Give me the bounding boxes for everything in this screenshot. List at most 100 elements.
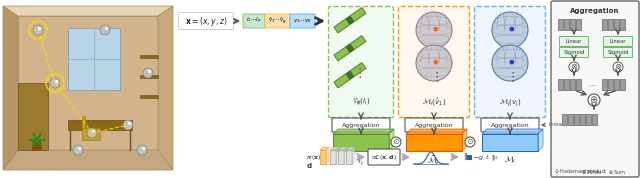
Polygon shape xyxy=(389,129,394,151)
Circle shape xyxy=(123,120,133,130)
Polygon shape xyxy=(344,147,347,164)
Circle shape xyxy=(105,27,108,30)
FancyBboxPatch shape xyxy=(559,36,589,46)
Bar xyxy=(602,19,607,30)
FancyBboxPatch shape xyxy=(290,14,315,28)
Text: $\otimes$ Times: $\otimes$ Times xyxy=(581,168,603,176)
Polygon shape xyxy=(18,16,158,150)
Circle shape xyxy=(569,62,579,72)
Text: $\mathcal{M}_l$: $\mathcal{M}_l$ xyxy=(504,155,516,166)
FancyBboxPatch shape xyxy=(265,14,290,28)
Text: $\odot$: $\odot$ xyxy=(392,137,400,146)
Text: Aggregation: Aggregation xyxy=(491,122,529,127)
Circle shape xyxy=(391,137,401,147)
Bar xyxy=(140,95,158,98)
Text: Sigmoid: Sigmoid xyxy=(563,50,585,55)
Circle shape xyxy=(492,12,528,48)
Polygon shape xyxy=(334,8,366,33)
Polygon shape xyxy=(338,147,347,150)
Bar xyxy=(620,19,625,30)
Polygon shape xyxy=(3,6,18,170)
Polygon shape xyxy=(352,147,355,164)
Bar xyxy=(620,79,625,90)
Circle shape xyxy=(465,137,475,147)
Circle shape xyxy=(87,128,97,138)
FancyBboxPatch shape xyxy=(474,7,545,117)
Polygon shape xyxy=(462,129,467,151)
Polygon shape xyxy=(346,44,355,53)
Polygon shape xyxy=(82,128,100,140)
Bar xyxy=(140,75,158,78)
Polygon shape xyxy=(3,150,173,170)
Text: Aggregation: Aggregation xyxy=(570,8,620,14)
Text: $v_1{\cdots}v_K$: $v_1{\cdots}v_K$ xyxy=(292,17,312,25)
Text: $\vdots$: $\vdots$ xyxy=(429,70,438,84)
Text: $\bar{\mathcal{M}}_r$: $\bar{\mathcal{M}}_r$ xyxy=(428,155,441,168)
Polygon shape xyxy=(538,129,543,151)
Text: $\|$: $\|$ xyxy=(463,151,468,163)
Circle shape xyxy=(55,80,58,83)
Circle shape xyxy=(588,94,600,106)
FancyBboxPatch shape xyxy=(328,7,394,117)
Circle shape xyxy=(509,60,514,64)
Bar xyxy=(570,79,575,90)
Polygon shape xyxy=(18,83,48,150)
Polygon shape xyxy=(346,150,352,164)
Text: $\vdots$: $\vdots$ xyxy=(353,66,362,80)
Text: $\mathcal{M}_j(v_j)$: $\mathcal{M}_j(v_j)$ xyxy=(499,97,521,109)
Bar xyxy=(602,79,607,90)
Bar xyxy=(592,114,597,125)
Text: $\hat{v}_1{\cdots}\hat{v}_g$: $\hat{v}_1{\cdots}\hat{v}_g$ xyxy=(268,15,287,27)
Polygon shape xyxy=(320,147,329,150)
Circle shape xyxy=(433,60,438,64)
Text: $\bar{\mathcal{V}}_r$: $\bar{\mathcal{V}}_r$ xyxy=(356,155,365,168)
Bar xyxy=(68,28,120,90)
Text: Sigmoid: Sigmoid xyxy=(607,50,628,55)
Bar xyxy=(614,79,619,90)
Bar xyxy=(140,55,158,58)
FancyBboxPatch shape xyxy=(481,118,539,132)
Polygon shape xyxy=(3,6,173,16)
Bar xyxy=(558,19,563,30)
Polygon shape xyxy=(82,116,85,128)
Polygon shape xyxy=(334,36,366,61)
Text: Linear: Linear xyxy=(549,122,564,127)
Circle shape xyxy=(50,78,60,88)
Bar xyxy=(564,79,569,90)
Polygon shape xyxy=(338,150,344,164)
Polygon shape xyxy=(336,147,339,164)
Text: Aggregation: Aggregation xyxy=(415,122,453,127)
Bar xyxy=(562,114,567,125)
FancyBboxPatch shape xyxy=(405,118,463,132)
Text: $\odot$ Hadamard product: $\odot$ Hadamard product xyxy=(554,167,607,177)
Circle shape xyxy=(613,62,623,72)
Text: $\cdots$: $\cdots$ xyxy=(588,81,596,87)
FancyBboxPatch shape xyxy=(179,12,234,30)
Circle shape xyxy=(509,27,514,32)
Circle shape xyxy=(148,70,151,73)
Text: $l_1{\cdots}l_p$: $l_1{\cdots}l_p$ xyxy=(246,16,262,26)
Bar xyxy=(574,114,579,125)
Circle shape xyxy=(433,27,438,32)
Circle shape xyxy=(73,145,83,155)
FancyBboxPatch shape xyxy=(243,14,265,28)
Bar xyxy=(467,155,472,160)
Polygon shape xyxy=(330,150,336,164)
Circle shape xyxy=(416,45,452,81)
Circle shape xyxy=(143,68,153,78)
Text: $\oplus$: $\oplus$ xyxy=(589,94,598,105)
Polygon shape xyxy=(326,147,329,164)
Polygon shape xyxy=(482,129,543,134)
Polygon shape xyxy=(346,147,355,150)
Bar xyxy=(586,114,591,125)
Polygon shape xyxy=(32,140,42,150)
Text: $\mathbf{x}=(x,y,z)$: $\mathbf{x}=(x,y,z)$ xyxy=(185,14,227,27)
Text: $\oplus$ Sum: $\oplus$ Sum xyxy=(608,168,627,176)
Polygon shape xyxy=(482,134,538,151)
Text: $\mathcal{V}_\phi(l_i)$: $\mathcal{V}_\phi(l_i)$ xyxy=(352,97,370,108)
Circle shape xyxy=(38,27,41,30)
Bar xyxy=(570,19,575,30)
Text: Linear: Linear xyxy=(610,39,627,44)
Bar xyxy=(608,19,613,30)
FancyBboxPatch shape xyxy=(604,36,632,46)
